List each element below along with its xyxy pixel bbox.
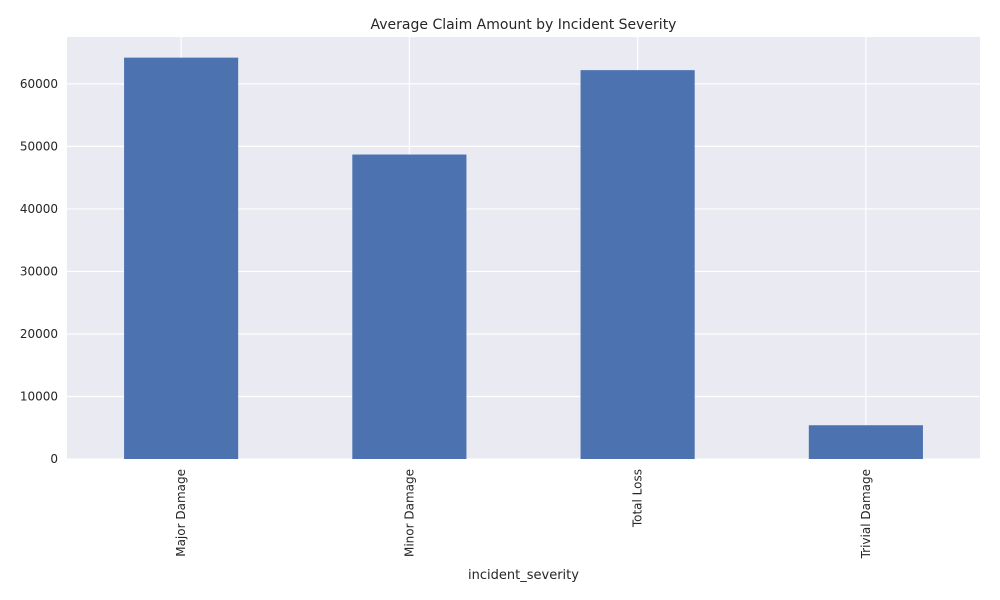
y-tick-label: 10000 [20,389,58,403]
bar-major-damage [124,57,239,460]
y-tick-label: 50000 [20,139,58,153]
x-tick-label: Total Loss [631,469,645,528]
x-tick-label: Trivial Damage [859,469,873,559]
x-tick-label: Minor Damage [402,469,416,557]
y-tick-label: 60000 [20,77,58,91]
x-axis-label: incident_severity [468,568,579,583]
y-tick-label: 20000 [20,327,58,341]
bars [124,57,923,460]
y-tick-label: 30000 [20,264,58,278]
y-axis-ticks: 0 10000 20000 30000 40000 50000 60000 [20,77,58,466]
bar-trivial-damage [808,425,923,459]
bar-minor-damage [352,154,467,459]
chart-title: Average Claim Amount by Incident Severit… [371,17,677,33]
bar-total-loss [580,70,695,459]
x-axis-ticks: Major Damage Minor Damage Total Loss Trivia… [174,469,873,559]
x-tick-label: Major Damage [174,469,188,557]
y-tick-label: 40000 [20,202,58,216]
y-tick-label: 0 [50,452,58,466]
